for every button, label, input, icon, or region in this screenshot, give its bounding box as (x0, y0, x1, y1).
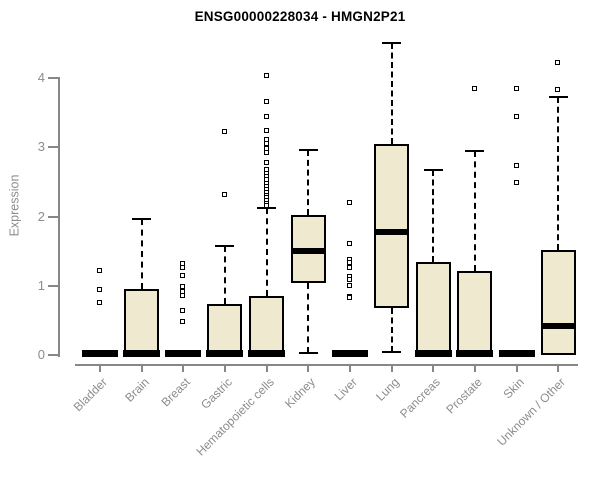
outlier-point (263, 140, 269, 146)
upper-whisker-cap (215, 244, 235, 247)
outlier-point (346, 295, 352, 301)
outlier-point (180, 319, 186, 325)
x-axis-tick (99, 364, 101, 372)
x-axis-tick (265, 364, 268, 372)
outlier-point (513, 86, 519, 92)
upper-whisker (432, 170, 435, 262)
x-axis-tick (307, 364, 310, 372)
upper-whisker-cap (382, 41, 402, 44)
outlier-point (263, 160, 269, 166)
lower-whisker (390, 307, 393, 352)
outlier-point (180, 265, 186, 271)
outlier-point (346, 265, 352, 271)
y-axis-tick (48, 146, 58, 149)
box-body (249, 296, 285, 355)
y-axis-tick (48, 354, 58, 356)
upper-whisker-cap (465, 150, 485, 153)
upper-whisker-cap (548, 96, 568, 99)
outlier-point (513, 162, 519, 168)
median-line (414, 350, 452, 357)
median-line (540, 322, 576, 329)
outlier-point (346, 199, 352, 205)
y-tick-label: 1 (37, 277, 45, 293)
outlier-point (263, 203, 269, 209)
outlier-point (263, 127, 269, 133)
outlier-point (555, 87, 561, 93)
box-body (540, 250, 576, 355)
outlier-point (555, 60, 561, 66)
upper-whisker (557, 97, 560, 251)
box-body (207, 304, 243, 355)
x-axis-tick (348, 364, 351, 372)
y-tick-label: 2 (37, 208, 45, 224)
collapsed-box (331, 350, 368, 357)
median-line (248, 350, 286, 357)
outlier-point (221, 192, 227, 198)
outlier-point (97, 267, 102, 273)
outlier-point (263, 72, 269, 78)
outlier-point (471, 86, 477, 92)
y-tick-label: 3 (37, 139, 45, 155)
outlier-point (97, 300, 102, 306)
box-body (124, 289, 160, 355)
outlier-point (180, 273, 186, 279)
outlier-point (263, 113, 269, 119)
collapsed-box (165, 350, 202, 357)
collapsed-box (82, 350, 118, 357)
box-body (415, 261, 451, 355)
median-line (123, 350, 161, 357)
y-axis-tick (48, 284, 58, 287)
x-axis-tick (473, 364, 476, 372)
y-axis-tick (48, 77, 58, 79)
x-axis-tick (432, 364, 435, 372)
lower-whisker (307, 282, 310, 353)
y-tick-label: 4 (37, 70, 45, 85)
outlier-point (263, 98, 269, 104)
upper-whisker-cap (132, 217, 152, 220)
median-line (206, 350, 244, 357)
box-body (374, 143, 410, 308)
x-axis-line (75, 364, 578, 366)
y-axis-tick (48, 215, 58, 218)
y-tick-label: 0 (37, 347, 45, 362)
x-axis-tick (140, 364, 143, 372)
box-body (457, 270, 493, 355)
upper-whisker (307, 150, 310, 216)
outlier-point (346, 277, 352, 283)
outlier-point (346, 283, 352, 289)
median-line (374, 229, 410, 236)
upper-whisker (473, 151, 476, 271)
lower-whisker-cap (382, 350, 402, 353)
y-axis-title: Expression (7, 174, 22, 237)
outlier-point (346, 259, 352, 265)
outlier-point (513, 180, 519, 186)
outlier-point (97, 286, 102, 292)
outlier-point (180, 284, 186, 290)
upper-whisker-cap (423, 169, 443, 172)
upper-whisker (140, 218, 143, 290)
outlier-point (180, 308, 186, 314)
upper-whisker (223, 245, 226, 305)
x-axis-tick (223, 364, 226, 372)
outlier-point (346, 240, 352, 246)
outlier-point (263, 149, 269, 155)
upper-whisker-cap (257, 207, 277, 210)
x-axis-tick (557, 364, 560, 372)
median-line (456, 350, 494, 357)
x-axis-tick (515, 364, 518, 372)
upper-whisker (265, 208, 268, 297)
chart-title: ENSG00000228034 - HMGN2P21 (194, 9, 406, 24)
collapsed-box (498, 350, 535, 357)
outlier-point (180, 293, 186, 299)
upper-whisker-cap (298, 149, 318, 152)
x-axis-tick (182, 364, 185, 372)
outlier-point (221, 129, 227, 134)
y-axis-line (58, 77, 60, 357)
median-line (290, 248, 326, 255)
x-axis-tick (390, 364, 393, 372)
lower-whisker-cap (298, 351, 318, 354)
upper-whisker (390, 42, 393, 144)
outlier-point (513, 114, 519, 120)
